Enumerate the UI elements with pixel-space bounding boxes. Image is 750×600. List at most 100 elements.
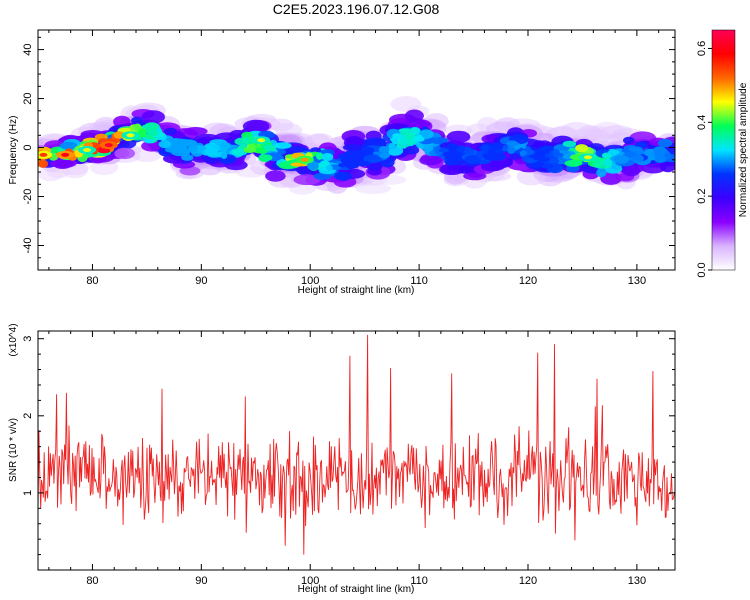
heatmap-cell (338, 163, 346, 168)
heatmap-cell (600, 172, 622, 185)
heatmap-cell (164, 127, 178, 135)
heatmap-cell (520, 150, 527, 157)
heatmap-cell (365, 137, 386, 145)
heatmap-cell (445, 158, 459, 166)
heatmap-cell (141, 140, 163, 152)
spectrogram-panel: 80 90 100 110 120 130 -40 -20 0 20 40 Height of s… (8, 29, 676, 296)
heatmap-cell (409, 127, 421, 135)
heatmap-cell (607, 150, 620, 155)
colorbar: 0.0 0.2 0.4 0.6 Normalized spectral amplitu… (696, 29, 749, 278)
snr-y-axis-label: SNR (10 * v/v) (8, 418, 19, 482)
x-tick-label: 80 (86, 275, 98, 287)
spectrogram-heatmap (38, 96, 675, 195)
heatmap-cell (361, 161, 371, 166)
heatmap-cell (197, 146, 205, 153)
heatmap-cell (219, 142, 231, 149)
y-tick-label: 40 (22, 43, 34, 55)
x-tick-label: 90 (195, 275, 207, 287)
heatmap-cell (391, 138, 399, 145)
colorbar-tick-label: 0.6 (696, 41, 708, 56)
heatmap-cell (413, 136, 425, 142)
heatmap-cell (398, 138, 408, 145)
heatmap-cell (491, 142, 504, 150)
heatmap-cell (264, 144, 273, 152)
heatmap-cell (290, 162, 305, 167)
heatmap-cell (655, 150, 665, 159)
heatmap-cell (355, 183, 391, 195)
heatmap-cell (184, 127, 208, 136)
heatmap-peak-core (126, 133, 135, 138)
heatmap-cell (404, 145, 420, 155)
heatmap-cell (532, 162, 541, 167)
heatmap-peak-core (583, 155, 592, 160)
x-tick-label: 120 (519, 275, 537, 287)
snr-frame (37, 330, 676, 571)
heatmap-cell (457, 145, 466, 154)
y-tick-label: 2 (22, 413, 34, 419)
heatmap-cell (481, 144, 490, 153)
heatmap-cell (232, 148, 248, 156)
heatmap-cell (97, 148, 111, 154)
heatmap-cell (418, 129, 434, 139)
heatmap-cell (659, 159, 675, 173)
y-tick-label: -40 (22, 238, 34, 254)
heatmap-cell (663, 153, 671, 158)
heatmap-cell (657, 138, 673, 148)
heatmap-cell (540, 156, 550, 162)
snr-series-line (38, 334, 675, 555)
heatmap-cell (452, 152, 459, 160)
heatmap-cell (404, 109, 424, 123)
heatmap-cell (182, 148, 189, 155)
heatmap-cell (59, 141, 78, 150)
x-tick-label: 120 (519, 575, 537, 587)
heatmap-cell (234, 137, 249, 146)
heatmap-peak-core (83, 148, 91, 152)
heatmap-cell (357, 150, 365, 156)
heatmap-cell (293, 174, 321, 186)
colorbar-tick-label: 0.4 (696, 115, 708, 130)
colorbar-tick-label: 0.2 (696, 189, 708, 204)
heatmap-cell (541, 164, 555, 169)
colorbar-label: Normalized spectral amplitude (738, 82, 749, 217)
heatmap-cell (243, 146, 257, 153)
heatmap-cell (398, 128, 413, 133)
heatmap-cell (187, 146, 199, 152)
y-tick-label: 20 (22, 92, 34, 104)
colorbar-gradient (711, 29, 736, 271)
x-tick-label: 80 (86, 575, 98, 587)
spectrogram-y-axis-label: Frequency (Hz) (8, 116, 19, 185)
heatmap-cell (419, 155, 442, 166)
heatmap-cell (584, 125, 610, 140)
snr-y-multiplier: (x10^4) (8, 323, 19, 356)
heatmap-cell (345, 161, 357, 170)
figure-title: C2E5.2023.196.07.12.G08 (273, 1, 440, 17)
snr-x-axis-label: Height of straight line (km) (298, 584, 415, 595)
heatmap-peak-core (257, 138, 266, 143)
heatmap-cell (422, 145, 434, 153)
heatmap-cell (533, 140, 545, 150)
heatmap-cell (552, 149, 560, 157)
x-tick-label: 100 (301, 275, 319, 287)
heatmap-cell (173, 144, 185, 153)
colorbar-tick-label: 0.0 (696, 262, 708, 277)
heatmap-cell (315, 152, 324, 160)
heatmap-cell (623, 136, 635, 145)
heatmap-cell (138, 128, 147, 136)
heatmap-cell (131, 116, 143, 125)
heatmap-cell (363, 154, 382, 164)
heatmap-cell (242, 119, 270, 133)
heatmap-cell (625, 151, 637, 158)
heatmap-cell (622, 164, 641, 177)
x-tick-label: 130 (628, 575, 646, 587)
x-tick-label: 100 (301, 575, 319, 587)
heatmap-cell (596, 168, 607, 178)
heatmap-cell (341, 157, 351, 164)
snr-x-axis: 80 90 100 110 120 130 (48, 331, 660, 587)
heatmap-peak-core (300, 157, 309, 162)
heatmap-cell (113, 131, 126, 139)
heatmap-cell (446, 143, 459, 151)
spectrogram-frame (37, 29, 676, 271)
heatmap-cell (361, 146, 375, 154)
heatmap-cell (388, 149, 400, 156)
